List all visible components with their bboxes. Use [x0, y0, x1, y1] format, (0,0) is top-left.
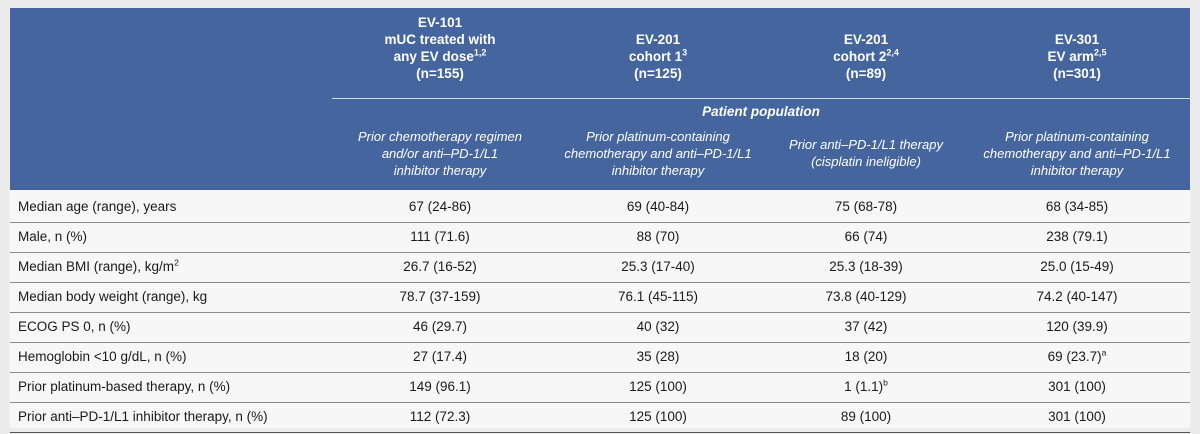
cell-value: 26.7 (16-52)	[403, 259, 477, 274]
cell-value: 112 (72.3)	[409, 409, 471, 424]
cell-value: 25.0 (15-49)	[1040, 259, 1114, 274]
cell-value: 25.3 (17-40)	[621, 259, 695, 274]
cell-value: 76.1 (45-115)	[617, 289, 699, 304]
cell-value: 88 (70)	[636, 229, 680, 244]
column-header-ev301: EV-301 EV arm2,5 (n=301)	[1047, 32, 1107, 81]
cell-value: 1 (1.1)b	[844, 377, 888, 394]
table-row: Median BMI (range), kg/m2 26.7 (16-52) 2…	[10, 252, 1190, 283]
table-row: Median age (range), years 67 (24-86) 69 …	[10, 192, 1190, 223]
row-label: Median age (range), years	[18, 199, 177, 214]
column-header-ev201-cohort1: EV-201 cohort 13 (n=125)	[628, 32, 688, 81]
table-row: Prior anti–PD-1/L1 inhibitor therapy, n …	[10, 402, 1190, 433]
cell-value: 111 (71.6)	[410, 229, 470, 244]
row-label: Median BMI (range), kg/m2	[18, 257, 179, 274]
cell-value: 37 (42)	[844, 319, 888, 334]
table-row: Median body weight (range), kg 78.7 (37-…	[10, 282, 1190, 313]
cell-value: 301 (100)	[1048, 409, 1106, 424]
row-label: Prior platinum-based therapy, n (%)	[18, 379, 231, 394]
row-label: Hemoglobin <10 g/dL, n (%)	[18, 349, 187, 364]
cell-value: 78.7 (37-159)	[399, 289, 481, 304]
cell-value: 35 (28)	[636, 349, 680, 364]
cell-value: 75 (68-78)	[834, 199, 898, 214]
table-row: Prior platinum-based therapy, n (%) 149 …	[10, 372, 1190, 403]
cell-value: 67 (24-86)	[408, 199, 472, 214]
patient-population-label: Patient population	[702, 104, 820, 119]
cell-value: 301 (100)	[1048, 379, 1106, 394]
cell-value: 46 (29.7)	[412, 319, 468, 334]
cell-value: 73.8 (40-129)	[825, 289, 907, 304]
cell-value: 125 (100)	[629, 409, 687, 424]
table-row: Male, n (%) 111 (71.6) 88 (70) 66 (74) 2…	[10, 222, 1190, 253]
column-header-ev201-cohort2: EV-201 cohort 22,4 (n=89)	[833, 32, 899, 81]
cell-value: 120 (39.9)	[1046, 319, 1108, 334]
baseline-characteristics-table: EV-101 mUC treated with any EV dose1,2 (…	[10, 8, 1190, 433]
cell-value: 40 (32)	[636, 319, 680, 334]
table-header: EV-101 mUC treated with any EV dose1,2 (…	[10, 8, 1190, 190]
cell-value: 149 (96.1)	[409, 379, 471, 394]
cell-value: 69 (23.7)a	[1047, 347, 1107, 364]
row-label: ECOG PS 0, n (%)	[18, 319, 131, 334]
cell-value: 125 (100)	[629, 379, 687, 394]
header-divider	[332, 98, 1190, 99]
row-label: Male, n (%)	[18, 229, 88, 244]
population-ev201-cohort1: Prior platinum-containing chemotherapy a…	[564, 129, 752, 178]
cell-value: 89 (100)	[840, 409, 892, 424]
population-ev301: Prior platinum-containing chemotherapy a…	[983, 129, 1171, 178]
population-ev101: Prior chemotherapy regimen and/or anti–P…	[357, 129, 523, 178]
table-row: Hemoglobin <10 g/dL, n (%) 27 (17.4) 35 …	[10, 342, 1190, 373]
table-row: ECOG PS 0, n (%) 46 (29.7) 40 (32) 37 (4…	[10, 312, 1190, 343]
row-label: Prior anti–PD-1/L1 inhibitor therapy, n …	[18, 409, 268, 424]
cell-value: 68 (34-85)	[1045, 199, 1109, 214]
cell-value: 27 (17.4)	[412, 349, 468, 364]
column-header-ev101: EV-101 mUC treated with any EV dose1,2 (…	[384, 15, 496, 81]
cell-value: 238 (79.1)	[1046, 229, 1108, 244]
cell-value: 74.2 (40-147)	[1036, 289, 1118, 304]
cell-value: 25.3 (18-39)	[829, 259, 903, 274]
row-label: Median body weight (range), kg	[18, 289, 208, 304]
cell-value: 66 (74)	[844, 229, 888, 244]
population-ev201-cohort2: Prior anti–PD-1/L1 therapy (cisplatin in…	[789, 137, 943, 169]
cell-value: 69 (40-84)	[626, 199, 690, 214]
cell-value: 18 (20)	[844, 349, 888, 364]
